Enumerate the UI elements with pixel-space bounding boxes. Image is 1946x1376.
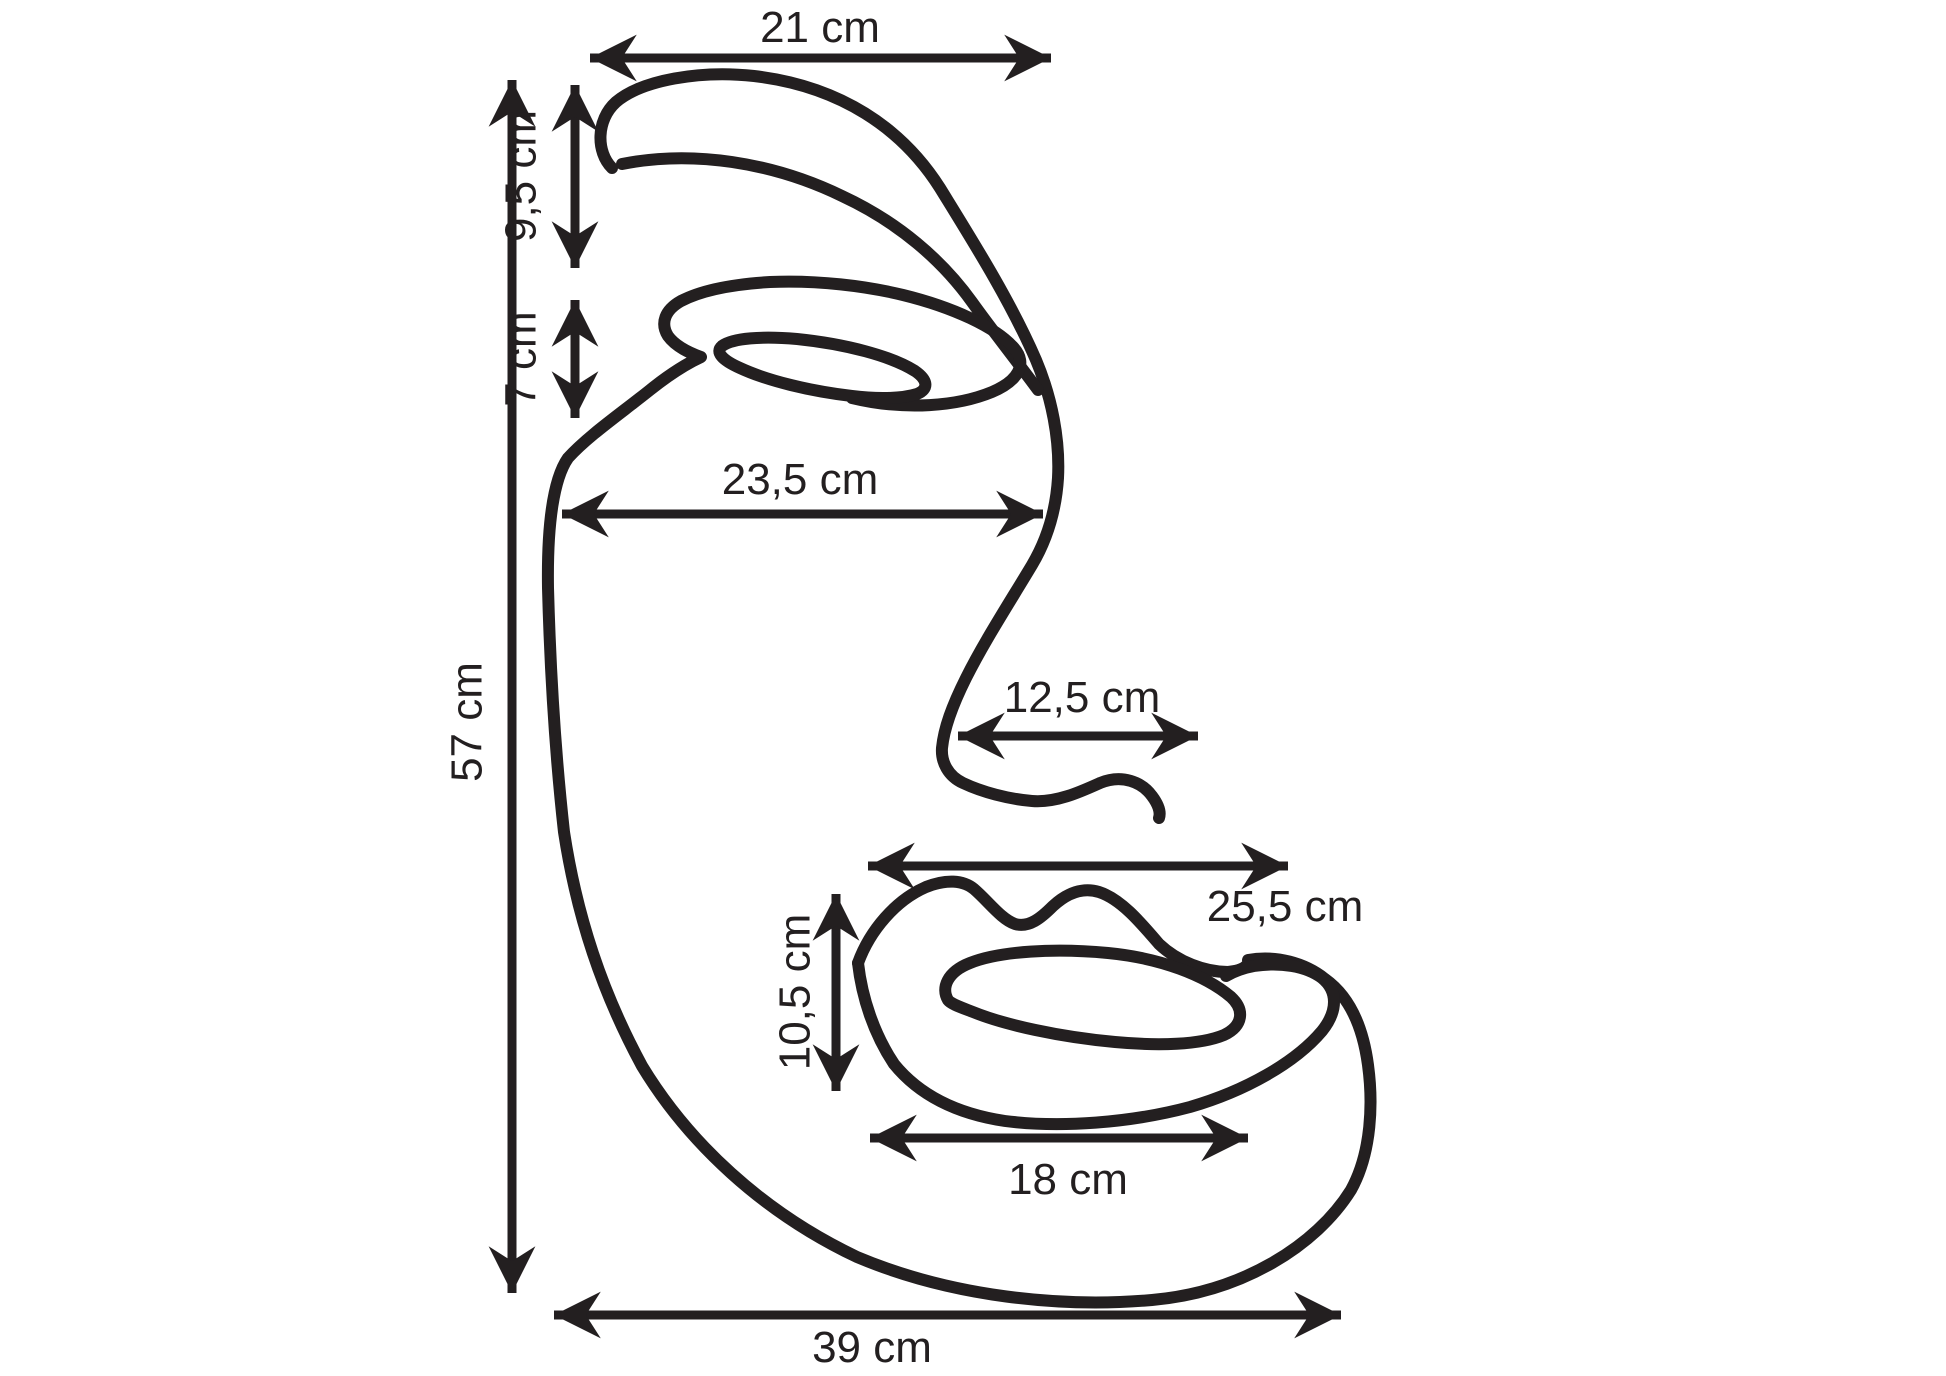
dim-label-brow-height: 9,5 cm	[496, 110, 545, 242]
dim-label-lower-lip-width: 18 cm	[1008, 1155, 1128, 1204]
eye-inner-spiral-path	[713, 331, 932, 405]
upper-lip-path	[852, 875, 1252, 978]
eye-outer-and-face-contour-path	[541, 275, 1377, 1309]
dimension-labels: 21 cm 9,5 cm 7 cm 57 cm 23,5 cm 12,5 cm …	[442, 3, 1363, 1372]
mouth-inner-spiral-path	[939, 944, 1246, 1051]
dim-label-brow-width: 21 cm	[760, 3, 880, 52]
lower-lip-path	[852, 957, 1340, 1131]
dim-label-eye-height: 7 cm	[496, 311, 545, 406]
face-line-art	[541, 68, 1377, 1309]
dim-label-nose-width: 12,5 cm	[1004, 673, 1161, 722]
dimension-lines	[488, 34, 1341, 1339]
dim-label-mouth-width: 25,5 cm	[1207, 882, 1364, 931]
dim-label-mouth-height: 10,5 cm	[770, 914, 819, 1071]
dim-label-total-height: 57 cm	[442, 662, 491, 782]
dim-label-base-width: 39 cm	[812, 1323, 932, 1372]
dim-label-face-width: 23,5 cm	[722, 455, 879, 504]
